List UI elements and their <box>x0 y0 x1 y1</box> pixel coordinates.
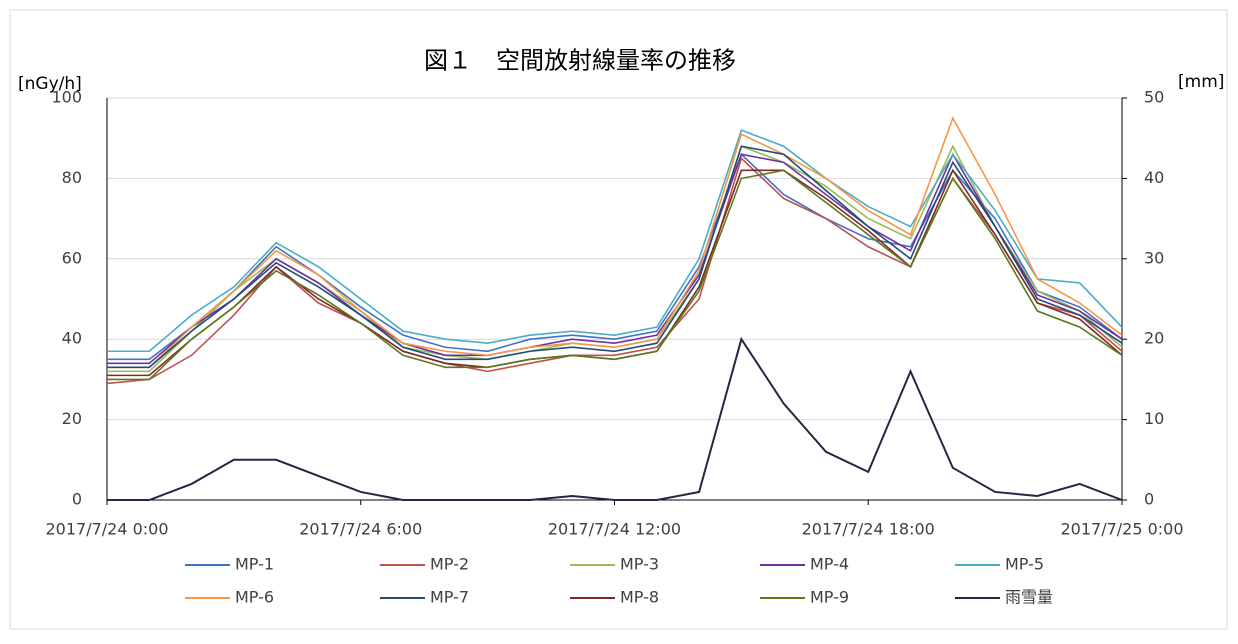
y2-tick-label: 20 <box>1144 329 1164 348</box>
y-tick-label: 100 <box>51 88 82 107</box>
legend-label: 雨雪量 <box>1005 588 1053 607</box>
y2-axis-label: [mm] <box>1178 72 1224 92</box>
legend-label: MP-5 <box>1005 555 1044 574</box>
y-tick-label: 0 <box>72 490 82 509</box>
y2-tick-label: 10 <box>1144 409 1164 428</box>
x-tick-label: 2017/7/25 0:00 <box>1060 520 1183 539</box>
x-tick-label: 2017/7/24 18:00 <box>802 520 935 539</box>
y2-tick-label: 0 <box>1144 490 1154 509</box>
series-line <box>107 116 1123 369</box>
chart-border <box>9 9 1228 630</box>
legend-label: MP-8 <box>620 588 659 607</box>
series-line <box>107 169 1123 381</box>
x-tick-label: 2017/7/24 0:00 <box>45 520 168 539</box>
x-tick-label: 2017/7/24 6:00 <box>299 520 422 539</box>
chart-title: 図１ 空間放射線量率の推移 <box>424 47 736 75</box>
legend-label: MP-7 <box>430 588 469 607</box>
x-tick-label: 2017/7/24 12:00 <box>548 520 681 539</box>
y-axis-label: [nGy/h] <box>18 74 82 94</box>
legend-label: MP-6 <box>235 588 274 607</box>
legend-label: MP-4 <box>810 555 849 574</box>
y-tick-label: 40 <box>62 329 82 348</box>
y2-tick-label: 40 <box>1144 168 1164 187</box>
legend-label: MP-3 <box>620 555 659 574</box>
legend-label: MP-1 <box>235 555 274 574</box>
y-tick-label: 20 <box>62 409 82 428</box>
y2-tick-label: 30 <box>1144 248 1164 267</box>
series-line <box>107 336 1123 501</box>
legend-label: MP-9 <box>810 588 849 607</box>
series-line <box>107 145 1123 369</box>
legend-label: MP-2 <box>430 555 469 574</box>
y-tick-label: 60 <box>62 248 82 267</box>
series-line <box>107 129 1123 353</box>
y2-tick-label: 50 <box>1144 88 1164 107</box>
y-tick-label: 80 <box>62 168 82 187</box>
